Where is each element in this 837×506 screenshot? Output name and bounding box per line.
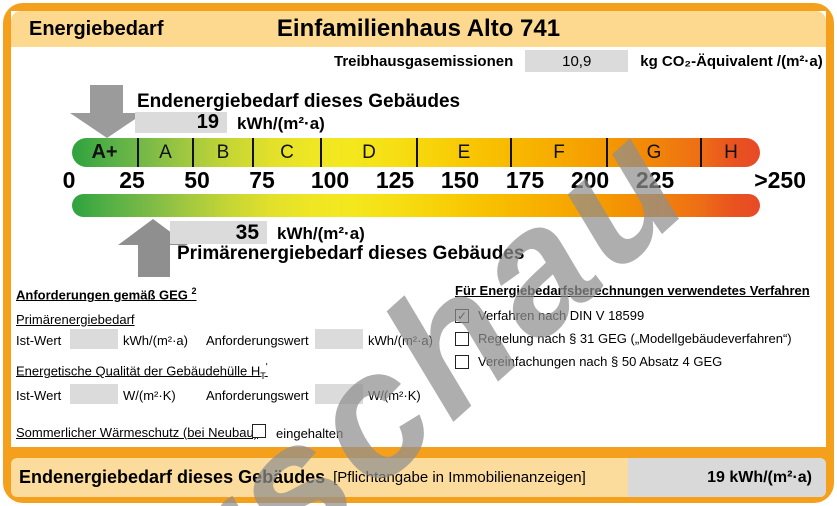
primary-demand-subheading: Primärenergiebedarf (16, 312, 135, 327)
method-options-list: ✓ Verfahren nach DIN V 18599 Regelung nach… (455, 308, 825, 369)
ist-wert-primary-unit: kWh/(m²·a) (123, 333, 188, 348)
end-energy-unit: kWh/(m²·a) (237, 114, 325, 133)
scale-tick-label: 225 (635, 167, 675, 193)
scale-class-cell-G: G (606, 138, 700, 167)
anforderungswert-label: Anforderungswert (206, 333, 309, 348)
footer-end-energy-label: Endenergiebedarf dieses Gebäudes (19, 467, 326, 487)
scale-tick-label: 50 (184, 167, 210, 193)
primary-energy-unit: kWh/(m²·a) (277, 224, 365, 243)
ist-wert-label: Ist-Wert (16, 388, 62, 403)
scale-tick-label: 175 (505, 167, 545, 193)
anforderungswert-envelope-unit: W/(m²·K) (368, 388, 421, 403)
envelope-subscript: T (260, 370, 266, 381)
ist-wert-primary-field[interactable] (70, 329, 118, 349)
scale-tick-label: 150 (440, 167, 480, 193)
down-arrow-icon (90, 85, 123, 114)
footer-value-field[interactable]: 19 kWh/(m²·a) (628, 458, 826, 497)
envelope-prime: ' (265, 362, 268, 373)
footer-mandatory-note: [Pflichtangabe in Immobilienanzeigen] (333, 469, 586, 486)
scale-class-cell-A+: A+ (91, 141, 118, 163)
primary-energy-label: Primärenergiebedarf dieses Gebäudes (177, 243, 525, 264)
ist-wert-envelope-unit: W/(m²·K) (123, 388, 176, 403)
method-checkbox-0[interactable]: ✓ (455, 308, 469, 323)
emissions-unit: kg CO₂-Äquivalent /(m²·a) (640, 52, 823, 70)
primary-energy-value-field[interactable]: 35 (170, 221, 267, 244)
end-energy-value-field[interactable]: 19 (135, 111, 227, 133)
header-band: Energiebedarf Einfamilienhaus Alto 741 (11, 11, 826, 47)
anforderungswert-label: Anforderungswert (206, 388, 309, 403)
end-energy-label: Endenergiebedarf dieses Gebäudes (137, 91, 461, 112)
emissions-row: Treibhausgasemissionen 10,9 kg CO₂-Äquiv… (334, 50, 823, 72)
scale-class-cell-E: E (416, 138, 510, 167)
summer-heat-option-label: eingehalten (276, 426, 344, 441)
method-heading: Für Energiebedarfsberechnungen verwendet… (455, 283, 810, 298)
scale-tick-label: 100 (310, 167, 350, 193)
emissions-label: Treibhausgasemissionen (334, 52, 514, 70)
method-option-label: Regelung nach § 31 GEG („Modellgebäudeve… (478, 331, 792, 346)
scale-class-cell-A: A (137, 138, 192, 167)
anforderungswert-primary-field[interactable] (315, 329, 363, 349)
footer-band: Endenergiebedarf dieses Gebäudes [Pflich… (11, 458, 826, 497)
scale-class-cell-C: C (252, 138, 320, 167)
scale-class-cell-F: F (510, 138, 606, 167)
ist-wert-envelope-field[interactable] (70, 384, 118, 404)
up-arrow-icon (138, 245, 170, 277)
method-checkbox-2[interactable] (455, 354, 469, 369)
emissions-value-field[interactable]: 10,9 (525, 50, 629, 72)
scale-class-cell-D: D (320, 138, 416, 167)
anforderungswert-primary-unit: kWh/(m²·a) (368, 333, 433, 348)
method-column: Für Energiebedarfsberechnungen verwendet… (455, 283, 825, 377)
scale-tick-label: 25 (119, 167, 145, 193)
scale-tick-row: 0 25 50 75 100 125 150 175 200 225 >250 (0, 167, 837, 193)
method-option-row: Regelung nach § 31 GEG („Modellgebäudeve… (455, 331, 825, 346)
down-arrow-icon-head (70, 113, 144, 138)
ist-wert-label: Ist-Wert (16, 333, 62, 348)
method-option-row: ✓ Verfahren nach DIN V 18599 (455, 308, 825, 323)
efficiency-class-scale: A+ A B C D E F G H (72, 138, 760, 167)
requirements-heading: Anforderungen gemäß GEG 2 (16, 286, 197, 303)
summer-heat-protection-label: Sommerlicher Wärmeschutz (bei Neubau) (16, 425, 259, 440)
method-option-label: Verfahren nach DIN V 18599 (478, 308, 645, 323)
scale-tick-label: 75 (249, 167, 275, 193)
scale-tick-label: 200 (570, 167, 610, 193)
section-label: Energiebedarf (29, 17, 164, 40)
scale-tick-label: >250 (754, 167, 806, 193)
method-option-label: Vereinfachungen nach § 50 Absatz 4 GEG (478, 354, 723, 369)
scale-class-cell-B: B (192, 138, 252, 167)
scale-tick-label: 125 (375, 167, 415, 193)
footnote-marker: 2 (191, 286, 197, 296)
scale-class-cell-H: H (700, 138, 760, 167)
anforderungswert-envelope-field[interactable] (315, 384, 363, 404)
method-option-row: Vereinfachungen nach § 50 Absatz 4 GEG (455, 354, 825, 369)
summer-heat-checkbox[interactable] (252, 424, 266, 438)
envelope-quality-subheading: Energetische Qualität der Gebäudehülle H… (16, 362, 268, 381)
method-checkbox-1[interactable] (455, 331, 469, 346)
scale-tick-label: 0 (62, 167, 76, 193)
energy-gradient-bar (72, 194, 760, 217)
page-title: Einfamilienhaus Alto 741 (276, 15, 561, 42)
